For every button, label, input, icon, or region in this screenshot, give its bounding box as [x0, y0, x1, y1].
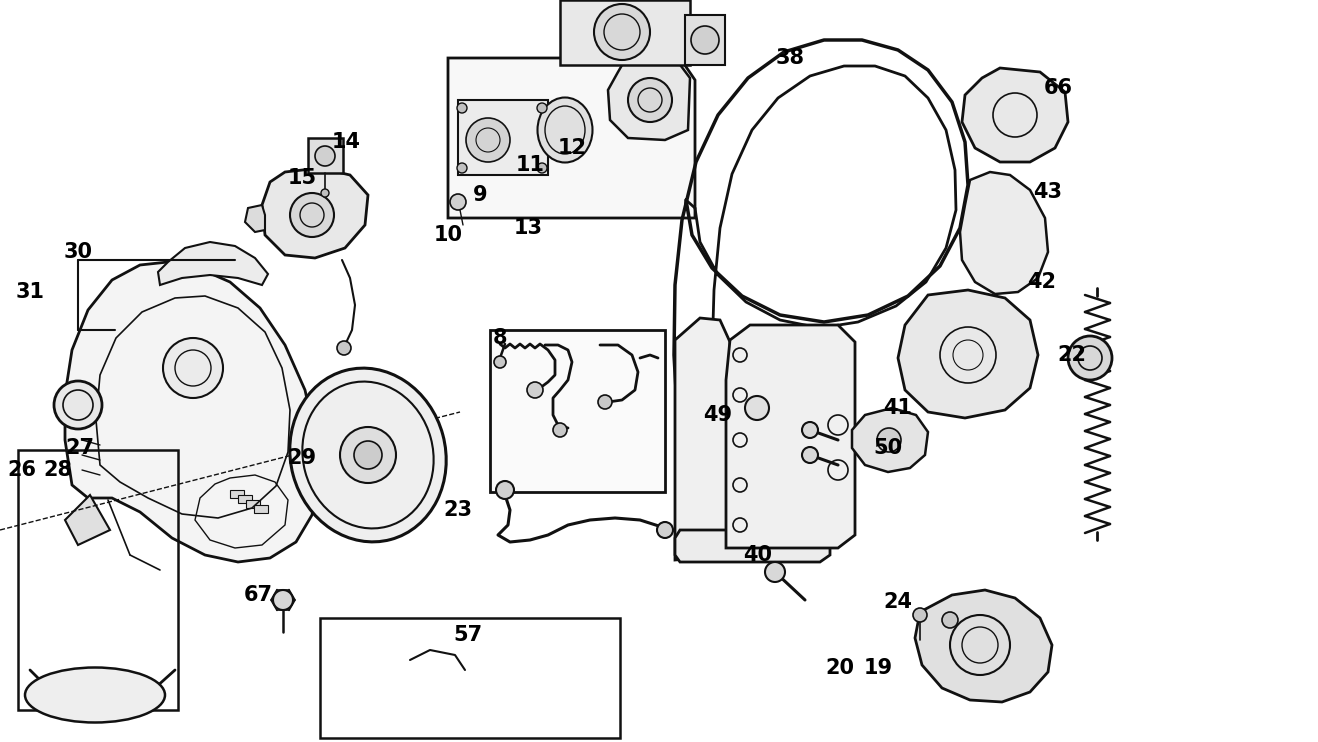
Circle shape [337, 341, 351, 355]
Polygon shape [675, 318, 730, 560]
Bar [239, 495, 252, 503]
Bar [18, 450, 178, 710]
Polygon shape [608, 60, 691, 140]
Polygon shape [915, 590, 1052, 702]
Circle shape [594, 4, 650, 60]
Bar [254, 505, 268, 513]
Text: 24: 24 [883, 592, 912, 612]
Text: 10: 10 [434, 225, 463, 245]
Circle shape [627, 78, 672, 122]
Circle shape [457, 163, 467, 173]
Text: 50: 50 [874, 438, 903, 458]
Polygon shape [158, 242, 268, 285]
Circle shape [691, 26, 720, 54]
Circle shape [942, 612, 958, 628]
Circle shape [355, 441, 382, 469]
Polygon shape [962, 68, 1068, 162]
Bar [246, 500, 260, 508]
Circle shape [496, 481, 514, 499]
Circle shape [163, 338, 223, 398]
Polygon shape [262, 168, 368, 258]
Circle shape [598, 395, 612, 409]
Circle shape [315, 146, 335, 166]
Circle shape [273, 590, 293, 610]
Bar [560, 0, 691, 65]
Text: 31: 31 [16, 282, 45, 302]
Circle shape [449, 194, 467, 210]
Circle shape [801, 447, 818, 463]
Bar [308, 138, 343, 173]
Text: 9: 9 [473, 185, 488, 205]
Circle shape [913, 608, 927, 622]
Circle shape [656, 522, 673, 538]
Text: 26: 26 [8, 460, 37, 480]
Circle shape [467, 118, 510, 162]
Text: 12: 12 [558, 138, 587, 158]
Polygon shape [65, 262, 318, 562]
Text: 42: 42 [1028, 272, 1057, 292]
Text: 28: 28 [43, 460, 72, 480]
Polygon shape [65, 495, 109, 545]
Polygon shape [851, 408, 928, 472]
Circle shape [290, 193, 333, 237]
Text: 66: 66 [1044, 78, 1073, 98]
Text: 27: 27 [66, 438, 95, 458]
Text: 40: 40 [743, 545, 772, 565]
Bar [490, 330, 666, 492]
Polygon shape [675, 530, 830, 562]
Circle shape [54, 381, 101, 429]
Ellipse shape [25, 668, 165, 723]
Bar [685, 15, 725, 65]
Text: 38: 38 [775, 48, 804, 68]
Circle shape [801, 422, 818, 438]
Circle shape [527, 382, 543, 398]
Circle shape [457, 103, 467, 113]
Circle shape [876, 428, 902, 452]
Text: 23: 23 [443, 500, 472, 520]
Circle shape [1068, 336, 1112, 380]
Text: 19: 19 [863, 658, 892, 678]
Polygon shape [726, 325, 855, 548]
Text: 15: 15 [287, 168, 316, 188]
Ellipse shape [538, 97, 593, 162]
Text: 20: 20 [825, 658, 854, 678]
Polygon shape [898, 290, 1039, 418]
Text: 67: 67 [244, 585, 273, 605]
Circle shape [536, 163, 547, 173]
Text: 57: 57 [453, 625, 482, 645]
Text: 8: 8 [493, 328, 507, 348]
Circle shape [322, 189, 330, 197]
Ellipse shape [290, 368, 447, 542]
Text: 14: 14 [332, 132, 361, 152]
Text: 29: 29 [287, 448, 316, 468]
Text: 13: 13 [514, 218, 543, 238]
Bar [457, 100, 548, 175]
Bar [320, 618, 619, 738]
Circle shape [554, 423, 567, 437]
Text: 49: 49 [704, 405, 733, 425]
Circle shape [494, 356, 506, 368]
Circle shape [340, 427, 395, 483]
Text: 30: 30 [63, 242, 92, 262]
Polygon shape [448, 58, 695, 218]
Text: 22: 22 [1057, 345, 1086, 365]
Circle shape [764, 562, 786, 582]
Bar [231, 490, 244, 498]
Text: 43: 43 [1033, 182, 1062, 202]
Polygon shape [960, 172, 1048, 294]
Text: 41: 41 [883, 398, 912, 418]
Text: 11: 11 [515, 155, 544, 175]
Polygon shape [245, 205, 265, 232]
Circle shape [745, 396, 768, 420]
Circle shape [536, 103, 547, 113]
